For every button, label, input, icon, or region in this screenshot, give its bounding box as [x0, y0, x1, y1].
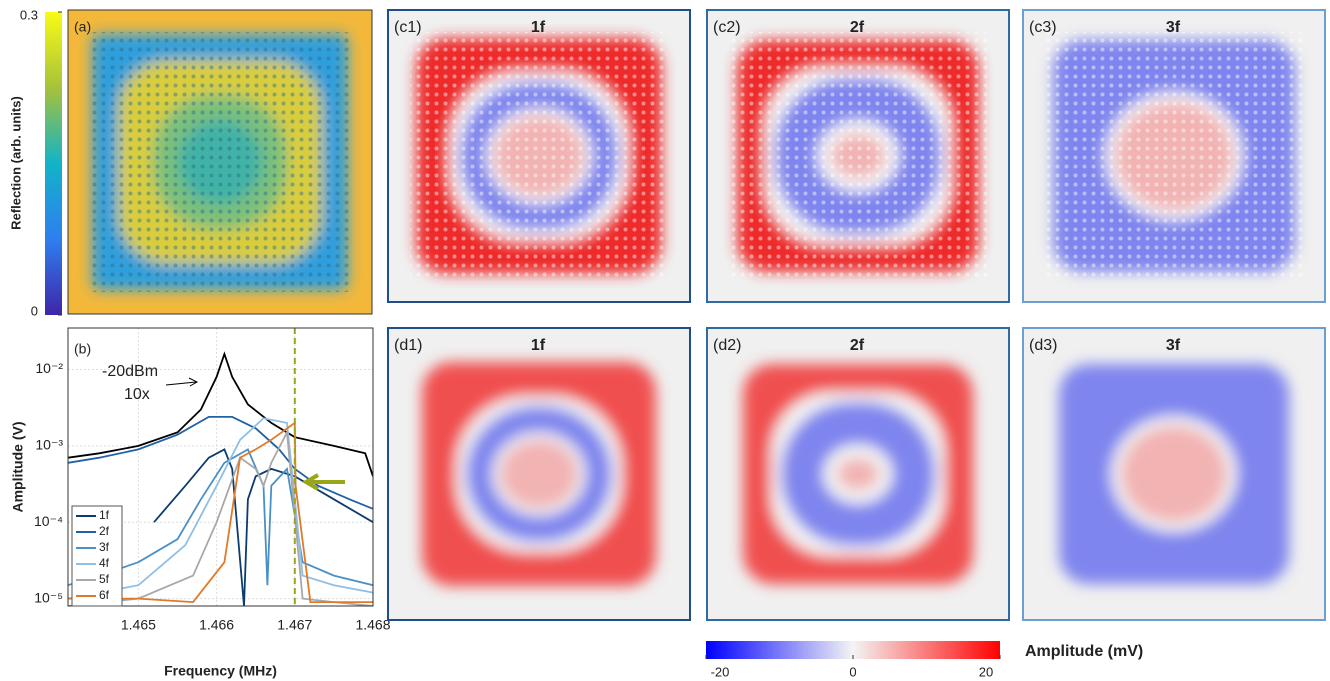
panel-label: (c1) — [394, 19, 422, 36]
panel-title: 3f — [1166, 337, 1181, 354]
map-image — [1059, 364, 1289, 584]
y-axis-label: Amplitude (V) — [10, 422, 26, 513]
map-image — [410, 32, 668, 280]
x-tick-label: 1.465 — [121, 617, 156, 633]
map-region — [1121, 426, 1227, 522]
dot-pattern — [410, 32, 668, 280]
panel-title: 2f — [850, 337, 865, 354]
map-image — [743, 364, 973, 584]
panel-label: (c2) — [713, 19, 741, 36]
colorbar-tick-label: 0 — [31, 303, 38, 318]
colorbar-label: Reflection (arb. units) — [8, 96, 23, 230]
panel-title: 2f — [850, 19, 865, 36]
x-axis-label: Frequency (MHz) — [164, 663, 277, 679]
map-image — [1045, 32, 1303, 280]
map-image — [422, 362, 656, 586]
legend-label: 5f — [99, 572, 110, 586]
colorbar-label: Amplitude (mV) — [1025, 643, 1143, 660]
y-tick-label: 10⁻⁴ — [34, 513, 63, 529]
y-tick-label: 10⁻³ — [35, 437, 63, 453]
dot-pattern — [729, 32, 987, 280]
panel-label: (c3) — [1029, 19, 1057, 36]
legend-label: 3f — [99, 540, 110, 554]
legend-label: 1f — [99, 508, 110, 522]
colorbar-tick-label: 20 — [979, 664, 993, 679]
colorbar-tick-label: 0.3 — [20, 7, 38, 22]
legend-label: 6f — [99, 588, 110, 602]
annotation: 10x — [124, 386, 150, 403]
blurred — [422, 362, 656, 586]
panel-title: 3f — [1166, 19, 1181, 36]
panel-label: (a) — [74, 19, 91, 35]
map-region — [500, 440, 578, 508]
colorbar — [45, 12, 62, 315]
legend-box — [72, 506, 122, 606]
map-image — [729, 32, 987, 280]
panel-label: (d2) — [713, 337, 741, 354]
blurred — [1059, 364, 1289, 584]
y-tick-label: 10⁻⁵ — [34, 589, 63, 605]
dot-pattern — [90, 32, 350, 292]
colorbar-tick-label: 0 — [849, 664, 856, 679]
figure: (a) 0 0.3 Reflection (arb. units) 10⁻² 10⁻³ 10… — [0, 0, 1330, 681]
x-tick-label: 1.468 — [355, 617, 390, 633]
colorbar-tick-label: -20 — [711, 664, 730, 679]
annotation: -20dBm — [102, 363, 158, 380]
panel-label: (d1) — [394, 337, 422, 354]
blurred — [743, 364, 973, 584]
panel-title: 1f — [531, 337, 546, 354]
y-tick-label: 10⁻² — [35, 360, 63, 376]
legend-label: 4f — [99, 556, 110, 570]
dot-pattern — [1045, 32, 1303, 280]
x-tick-label: 1.467 — [277, 617, 312, 633]
panel-title: 1f — [531, 19, 546, 36]
panel-label: (d3) — [1029, 337, 1057, 354]
legend-label: 2f — [99, 524, 110, 538]
x-tick-label: 1.466 — [199, 617, 234, 633]
map-image — [90, 32, 350, 292]
panel-label: (b) — [74, 341, 91, 357]
map-region — [837, 458, 879, 490]
